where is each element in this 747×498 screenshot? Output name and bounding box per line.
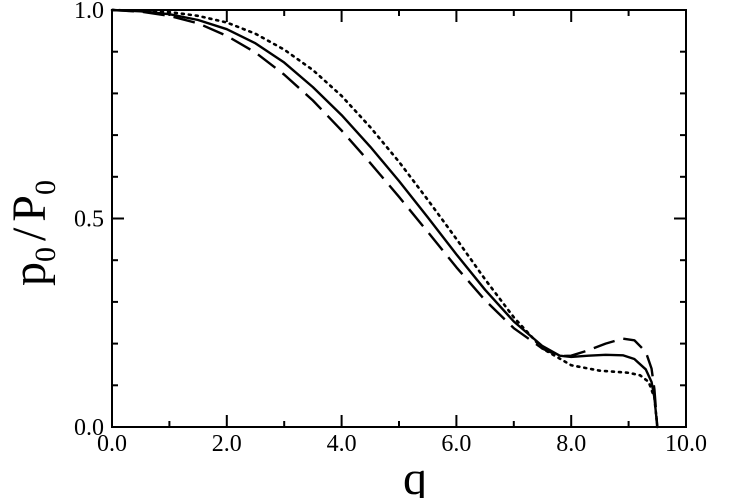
y-axis-title-base2: P [3, 195, 56, 222]
series-dashed-line [111, 8, 659, 428]
x-tick-label: 8.0 [556, 431, 586, 457]
x-axis-title: q [403, 452, 427, 498]
series-solid-line [111, 8, 659, 428]
x-tick-label: 4.0 [327, 431, 357, 457]
plot-area [110, 8, 687, 429]
y-tick-label: 1.0 [74, 0, 104, 24]
y-axis-title-sub2: 0 [29, 180, 62, 195]
axis-ticks [111, 9, 687, 428]
series-dotted-line [110, 8, 659, 429]
svg-text:p0/P0: p0/P0 [3, 180, 62, 286]
x-tick-label: 6.0 [441, 431, 471, 457]
x-tick-label: 10.0 [665, 431, 707, 457]
y-tick-label: 0.0 [74, 415, 104, 441]
y-tick-label: 0.5 [74, 207, 104, 233]
tick-labels: 0.0 2.0 4.0 6.0 8.0 10.0 0.0 0.5 1.0 [74, 0, 707, 457]
y-axis-title: p0/P0 [3, 180, 62, 286]
y-axis-title-base1: p [3, 262, 56, 286]
plot-frame [111, 9, 687, 428]
y-axis-title-sep: / [3, 227, 56, 241]
x-tick-label: 0.0 [97, 431, 127, 457]
y-axis-title-sub1: 0 [29, 247, 62, 262]
x-tick-label: 2.0 [212, 431, 242, 457]
